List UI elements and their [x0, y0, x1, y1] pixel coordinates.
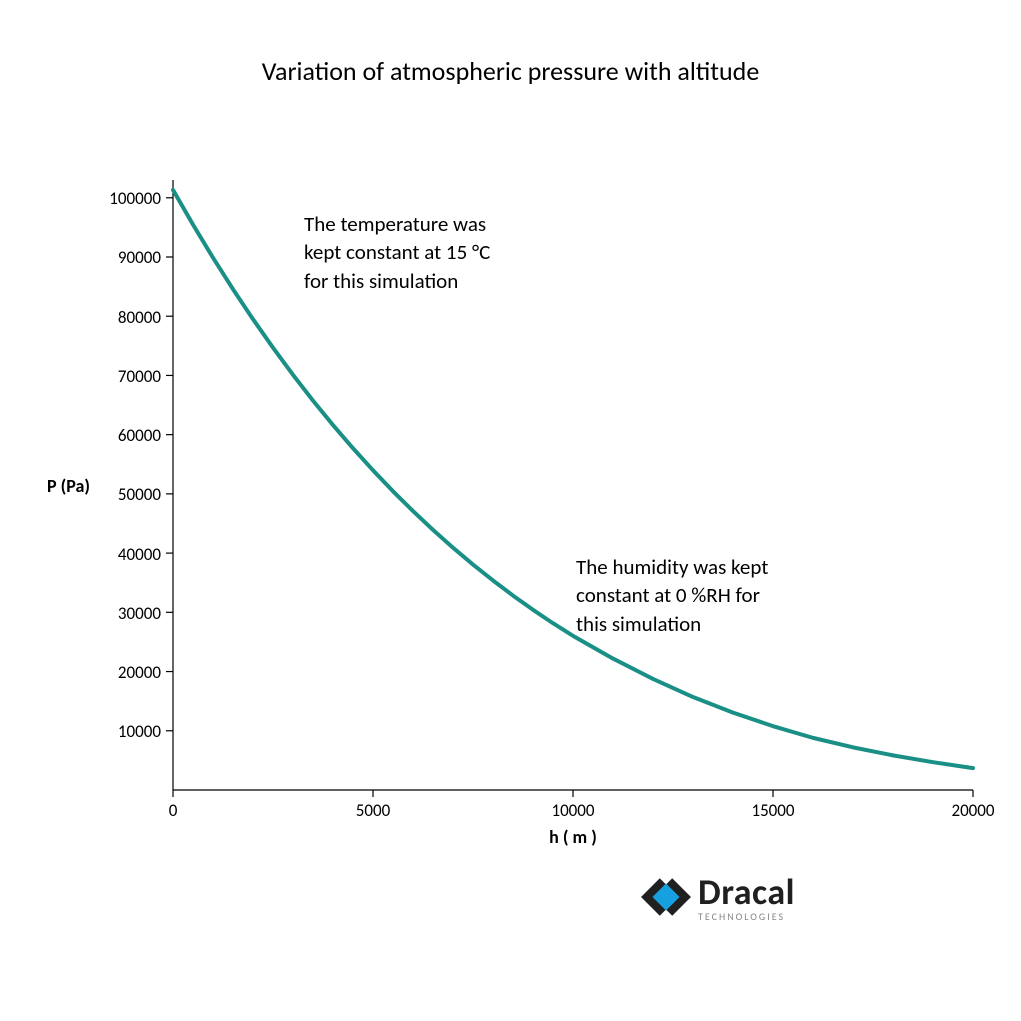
chart-annotation: The humidity was keptconstant at 0 %RH f…	[576, 553, 768, 638]
x-tick-label: 15000	[733, 800, 813, 821]
y-tick-label: 80000	[93, 307, 161, 328]
y-tick-label: 100000	[93, 188, 161, 209]
y-tick-label: 50000	[93, 484, 161, 505]
x-tick-label: 20000	[933, 800, 1013, 821]
brand-logo: Dracal TECHNOLOGIES	[640, 870, 795, 923]
y-tick-label: 20000	[93, 662, 161, 683]
y-tick-label: 70000	[93, 366, 161, 387]
x-tick-label: 5000	[333, 800, 413, 821]
y-tick-label: 90000	[93, 247, 161, 268]
chart-annotation: The temperature waskept constant at 15 °…	[304, 210, 490, 295]
y-tick-label: 60000	[93, 425, 161, 446]
x-tick-label: 10000	[533, 800, 613, 821]
chart-svg	[153, 160, 993, 810]
brand-logo-sub: TECHNOLOGIES	[698, 910, 795, 923]
y-tick-label: 10000	[93, 721, 161, 742]
chart-title: Variation of atmospheric pressure with a…	[0, 55, 1021, 87]
y-tick-label: 30000	[93, 603, 161, 624]
brand-logo-main: Dracal	[698, 870, 795, 914]
brand-logo-icon	[640, 871, 692, 923]
x-axis-label: h ( m )	[173, 826, 973, 848]
data-line	[173, 190, 973, 768]
y-axis-label: P (Pa)	[47, 475, 90, 497]
x-tick-label: 0	[133, 800, 213, 821]
y-tick-label: 40000	[93, 544, 161, 565]
